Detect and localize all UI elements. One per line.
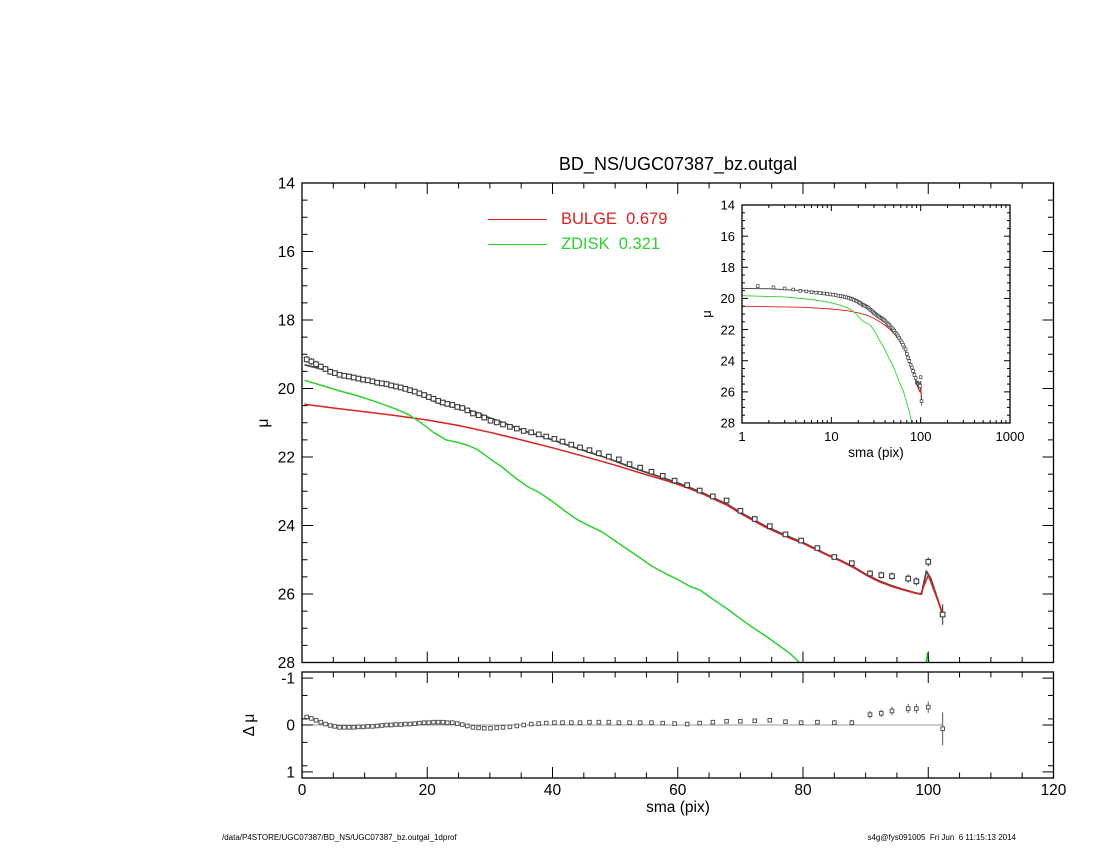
- svg-text:1: 1: [286, 764, 295, 781]
- legend-bulge-label: BULGE 0.679: [561, 210, 668, 228]
- ticks-residual: [301, 671, 1054, 778]
- svg-text:24: 24: [721, 353, 735, 368]
- svg-text:20: 20: [278, 381, 296, 398]
- svg-text:100: 100: [910, 429, 932, 444]
- svg-text:24: 24: [278, 518, 296, 535]
- series-residual-points-markers: [304, 704, 945, 732]
- svg-text:22: 22: [721, 322, 735, 337]
- plot-title: BD_NS/UGC07387_bz.outgal: [558, 154, 798, 174]
- y-axis-label-inset: μ: [699, 310, 714, 318]
- svg-text:28: 28: [278, 655, 295, 672]
- series-ZDISK: [304, 379, 801, 662]
- x-axis-label-inset: sma (pix): [848, 445, 904, 460]
- x-axis-label-residual: sma (pix): [646, 799, 710, 816]
- legend-bulge-line-sample: [488, 219, 547, 220]
- svg-text:10: 10: [824, 429, 838, 444]
- svg-text:18: 18: [278, 313, 295, 330]
- svg-text:0: 0: [286, 718, 295, 735]
- svg-text:18: 18: [721, 260, 735, 275]
- svg-text:14: 14: [278, 176, 296, 193]
- svg-text:26: 26: [721, 385, 735, 400]
- footer-user-timestamp: s4g@fys091005 Fri Jun 6 11:15:13 2014: [867, 833, 1016, 842]
- y-axis-label-main: μ: [255, 419, 272, 428]
- svg-text:1: 1: [738, 429, 745, 444]
- svg-text:1000: 1000: [996, 429, 1025, 444]
- series-observed-markers: [755, 284, 924, 403]
- svg-text:26: 26: [278, 587, 295, 604]
- series-model-total: [304, 364, 944, 615]
- tick-labels-main: 14 16 18 20 22 24 26 28: [278, 176, 296, 673]
- svg-text:80: 80: [794, 782, 812, 799]
- series-BULGE: [304, 403, 944, 614]
- legend-zdisk-label: ZDISK 0.321: [561, 235, 661, 253]
- svg-text:14: 14: [721, 198, 735, 213]
- svg-text:100: 100: [915, 782, 941, 799]
- svg-text:20: 20: [721, 291, 735, 306]
- svg-text:20: 20: [419, 782, 437, 799]
- tick-labels-residual: 0 20 40 60 80 100 120-101: [281, 671, 1067, 799]
- ticks-main: [301, 182, 1054, 663]
- panel-main: 14 16 18 20 22 24 26 28 μ: [255, 176, 1055, 673]
- series-ZDISK: [742, 295, 913, 423]
- ticks-inset: [741, 204, 1011, 424]
- series-observed-markers: [303, 356, 946, 618]
- svg-text:120: 120: [1041, 782, 1067, 799]
- svg-text:22: 22: [278, 450, 295, 467]
- series-BULGE: [742, 305, 922, 401]
- series-ZDISK-spike: [925, 652, 930, 662]
- y-axis-label-residual: Δ μ: [241, 714, 258, 737]
- series-model-total: [742, 287, 922, 402]
- svg-text:60: 60: [669, 782, 687, 799]
- series-observed-errorbars: [306, 355, 944, 625]
- svg-text:16: 16: [278, 244, 295, 261]
- legend-zdisk-line-sample: [488, 244, 547, 245]
- svg-text:40: 40: [544, 782, 562, 799]
- svg-text:-1: -1: [281, 671, 295, 688]
- tick-labels-inset: 1 10 100 1000 14 16 18 20 22 24 26 28: [721, 198, 1025, 444]
- footer-file-path: /data/P4STORE/UGC07387/BD_NS/UGC07387_bz…: [222, 833, 457, 842]
- svg-text:16: 16: [721, 229, 735, 244]
- svg-text:0: 0: [298, 782, 307, 799]
- panel-inset: 1 10 100 1000 14 16 18 20 22 24 26 28 μ sma (pix): [699, 198, 1024, 460]
- svg-text:28: 28: [721, 416, 735, 431]
